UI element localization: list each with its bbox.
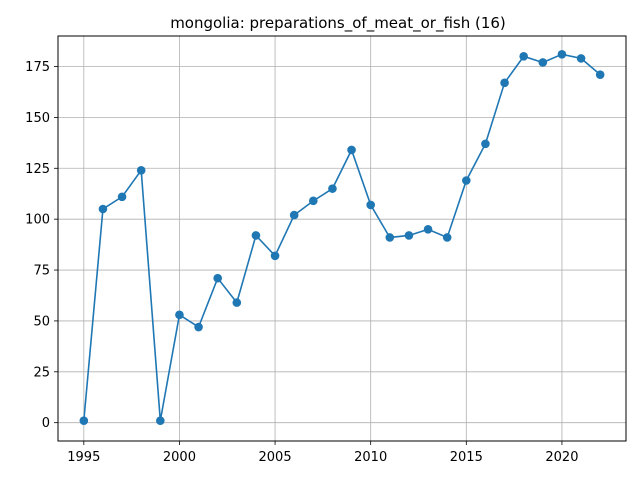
data-point bbox=[385, 233, 395, 242]
data-point bbox=[289, 210, 299, 220]
data-point bbox=[366, 200, 375, 210]
grid bbox=[58, 36, 626, 441]
data-point bbox=[213, 273, 222, 283]
data-point bbox=[194, 322, 203, 332]
series-line bbox=[83, 53, 601, 421]
x-tick-label: 2010 bbox=[354, 450, 387, 465]
data-point bbox=[175, 310, 184, 320]
x-tick-label: 2020 bbox=[545, 450, 578, 465]
data-point bbox=[136, 166, 146, 175]
data-point bbox=[576, 54, 586, 63]
data-point bbox=[328, 184, 337, 193]
data-point bbox=[270, 251, 280, 261]
data-point bbox=[423, 225, 433, 234]
y-tick-label: 125 bbox=[25, 162, 50, 177]
data-point bbox=[519, 52, 528, 61]
data-point bbox=[98, 204, 108, 214]
data-point bbox=[595, 70, 605, 79]
data-point bbox=[442, 233, 452, 242]
data-point bbox=[251, 231, 261, 240]
data-point bbox=[404, 231, 414, 240]
data-point bbox=[557, 50, 567, 59]
x-tick-label: 2005 bbox=[259, 450, 292, 465]
x-tick-label: 1995 bbox=[67, 450, 100, 465]
y-tick-label: 150 bbox=[25, 111, 50, 126]
y-tick-label: 50 bbox=[33, 314, 50, 329]
y-axis: 0 25 50 75 100 125 150 175 bbox=[25, 60, 58, 431]
data-point bbox=[538, 58, 548, 67]
data-point bbox=[347, 145, 356, 155]
data-point bbox=[462, 176, 471, 185]
y-tick-label: 175 bbox=[25, 60, 50, 75]
data-point bbox=[500, 78, 509, 88]
x-axis: 1995 2000 2005 2010 2015 2020 bbox=[67, 441, 578, 465]
data-point bbox=[156, 416, 165, 425]
plot-area-frame bbox=[57, 35, 627, 442]
y-tick-label: 100 bbox=[25, 213, 50, 228]
chart-title: mongolia: preparations_of_meat_or_fish (… bbox=[170, 14, 506, 33]
x-tick-label: 2015 bbox=[450, 450, 483, 465]
series-layer bbox=[79, 50, 605, 425]
y-tick-label: 25 bbox=[33, 365, 50, 380]
y-tick-label: 75 bbox=[33, 264, 50, 279]
data-point bbox=[79, 416, 89, 425]
data-point bbox=[117, 192, 127, 202]
x-tick-label: 2000 bbox=[163, 450, 196, 465]
data-point bbox=[481, 139, 490, 149]
y-tick-label: 0 bbox=[42, 416, 50, 431]
data-point bbox=[232, 298, 242, 307]
data-point bbox=[309, 196, 318, 206]
